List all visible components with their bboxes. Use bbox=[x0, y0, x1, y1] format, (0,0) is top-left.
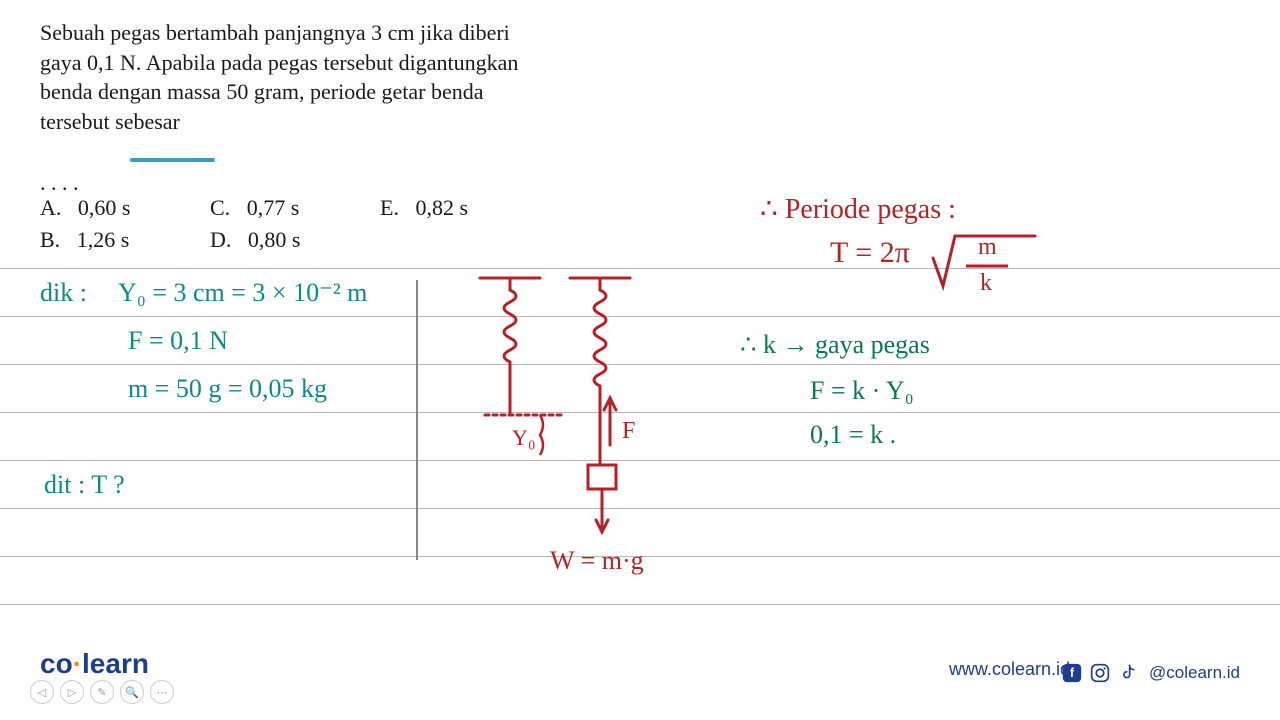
footer-url: www.colearn.id bbox=[949, 659, 1070, 680]
option-b: B. 1,26 s bbox=[40, 227, 210, 253]
player-controls: ◁ ▷ ✎ 🔍 ⋯ bbox=[30, 680, 174, 704]
dik-m: m = 50 g = 0,05 kg bbox=[128, 374, 327, 404]
social-block: f @colearn.id bbox=[1061, 662, 1240, 684]
k-eq1: F = k · Y₀ bbox=[810, 376, 914, 406]
dit: dit : T ? bbox=[44, 470, 125, 500]
k-title: ∴ k → gaya pegas bbox=[740, 330, 930, 360]
diagram-f-label: F bbox=[622, 418, 635, 445]
option-e: E. 0,82 s bbox=[380, 195, 550, 221]
vertical-divider bbox=[416, 280, 418, 560]
footer: co·learn ◁ ▷ ✎ 🔍 ⋯ www.colearn.id f @col… bbox=[0, 654, 1280, 704]
prev-icon[interactable]: ◁ bbox=[30, 680, 54, 704]
edit-icon[interactable]: ✎ bbox=[90, 680, 114, 704]
tiktok-icon[interactable] bbox=[1117, 662, 1139, 684]
spring-diagram bbox=[440, 270, 670, 580]
option-d: D. 0,80 s bbox=[210, 227, 380, 253]
dik-f: F = 0,1 N bbox=[128, 326, 228, 356]
diagram-w-eq: W = m·g bbox=[550, 546, 644, 576]
periode-frac-num: m bbox=[978, 234, 997, 261]
play-icon[interactable]: ▷ bbox=[60, 680, 84, 704]
more-icon[interactable]: ⋯ bbox=[150, 680, 174, 704]
facebook-icon[interactable]: f bbox=[1061, 662, 1083, 684]
dots: . . . . bbox=[40, 170, 79, 196]
periode-title: ∴ Periode pegas : bbox=[760, 192, 956, 226]
dik-y0: Y₀ = 3 cm = 3 × 10⁻² m bbox=[118, 278, 367, 308]
options-block: A. 0,60 s C. 0,77 s E. 0,82 s B. 1,26 s … bbox=[40, 195, 550, 259]
k-eq2: 0,1 = k . bbox=[810, 420, 896, 450]
periode-frac-den: k bbox=[980, 270, 992, 297]
search-icon[interactable]: 🔍 bbox=[120, 680, 144, 704]
instagram-icon[interactable] bbox=[1089, 662, 1111, 684]
brand-logo: co·learn bbox=[40, 648, 149, 680]
option-a: A. 0,60 s bbox=[40, 195, 210, 221]
dik-label: dik : bbox=[40, 278, 87, 308]
question-text: Sebuah pegas bertambah panjangnya 3 cm j… bbox=[40, 18, 540, 137]
diagram-y0-label: Y₀ bbox=[512, 425, 536, 451]
underline-periode bbox=[130, 158, 215, 162]
social-handle: @colearn.id bbox=[1149, 663, 1240, 683]
periode-formula-left: T = 2π bbox=[830, 236, 910, 270]
option-c: C. 0,77 s bbox=[210, 195, 380, 221]
